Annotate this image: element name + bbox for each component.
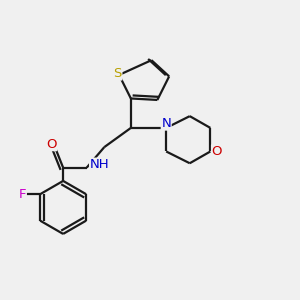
Text: O: O	[212, 145, 222, 158]
Text: O: O	[46, 138, 57, 151]
Text: NH: NH	[90, 158, 109, 171]
Text: F: F	[19, 188, 26, 201]
Text: S: S	[113, 67, 122, 80]
Text: N: N	[161, 117, 171, 130]
